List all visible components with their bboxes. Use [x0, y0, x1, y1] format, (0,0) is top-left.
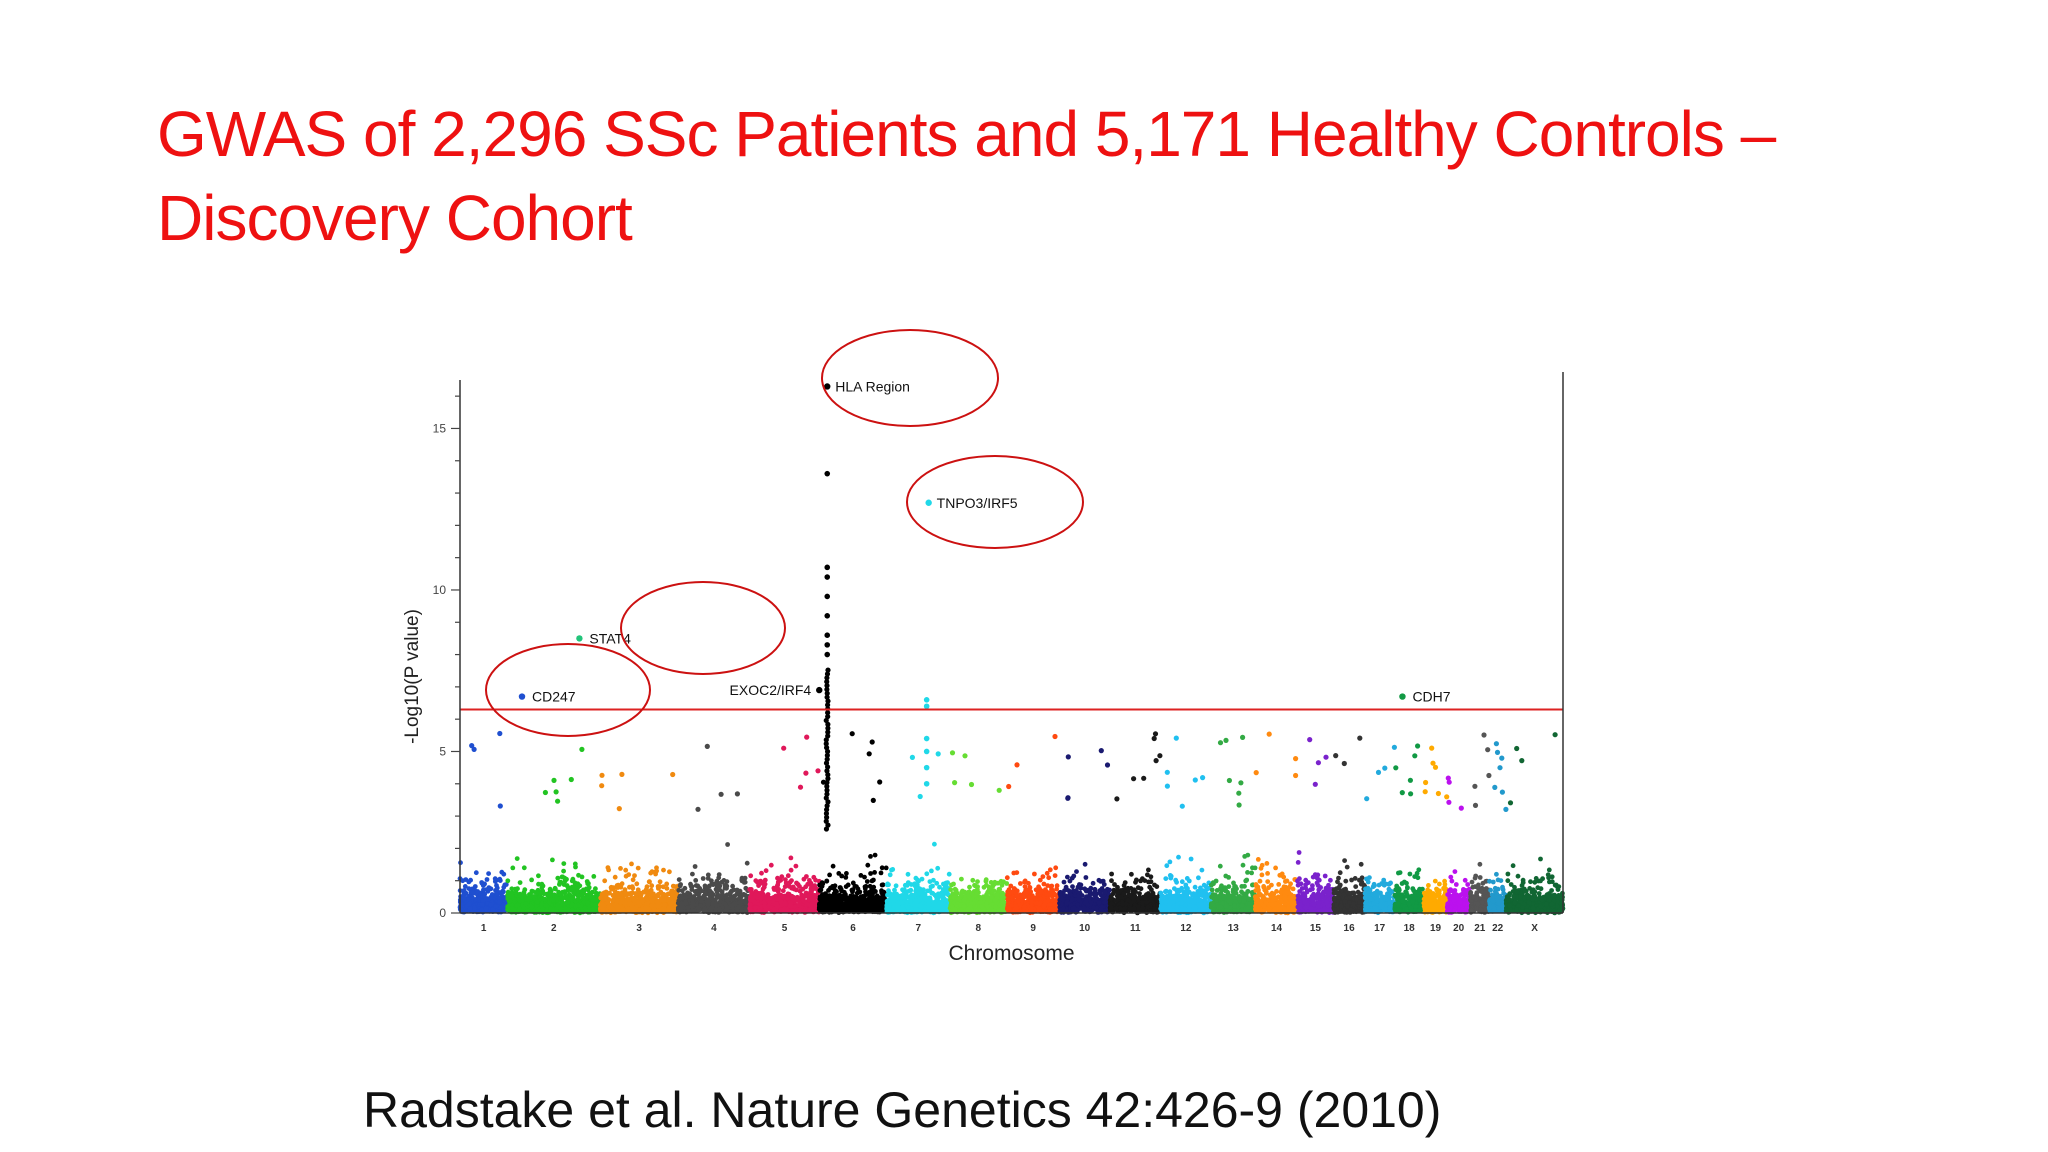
- annotation-label: EXOC2/IRF4: [730, 682, 812, 698]
- x-tick-label-chr-1: 1: [481, 923, 487, 934]
- x-tick-label-chr-21: 21: [1474, 923, 1486, 934]
- y-tick-label: 10: [433, 583, 447, 597]
- chromosome-17-points: [1362, 744, 1397, 916]
- x-tick-label-chr-3: 3: [636, 923, 642, 934]
- annotation-point: [1399, 693, 1406, 700]
- y-tick-label: 0: [439, 906, 446, 920]
- chromosome-10-points: [1057, 748, 1113, 915]
- annotation-label: TNPO3/IRF5: [937, 495, 1018, 511]
- highlight-ellipse: [821, 329, 999, 427]
- chromosome-22-points: [1486, 741, 1509, 914]
- irf5-column: [923, 697, 930, 787]
- x-axis-label: Chromosome: [948, 942, 1074, 965]
- x-tick-label-chr-6: 6: [850, 923, 856, 934]
- chromosome-5-points: [747, 734, 822, 915]
- x-tick-label-chr-14: 14: [1271, 923, 1283, 934]
- annotation-point: [824, 383, 831, 390]
- chromosome-9-points: [1004, 733, 1062, 916]
- x-tick-label-chr-12: 12: [1180, 923, 1192, 934]
- highlight-ellipse: [906, 455, 1084, 549]
- chromosome-X-points: [1503, 732, 1566, 916]
- chromosome-14-points: [1253, 731, 1300, 916]
- slide-title: GWAS of 2,296 SSc Patients and 5,171 Hea…: [157, 92, 1957, 260]
- x-tick-label-chr-8: 8: [976, 923, 982, 934]
- slide-title-line2: Discovery Cohort: [157, 182, 633, 254]
- annotations-layer: HLA Region TNPO3/IRF5 STAT4 CD247 EXOC2/IRF4…: [485, 329, 1451, 737]
- x-tick-label-chr-9: 9: [1030, 923, 1036, 934]
- annotation-exoc2-irf4: EXOC2/IRF4: [730, 682, 823, 698]
- annotation-label: STAT4: [589, 630, 631, 646]
- x-tick-label-chr-4: 4: [711, 923, 717, 934]
- x-tick-label-chr-2: 2: [551, 923, 557, 934]
- annotation-hla-region: HLA Region: [821, 329, 999, 427]
- chromosome-19-points: [1421, 745, 1450, 915]
- annotation-cdh7: CDH7: [1399, 689, 1451, 705]
- chromosome-16-points: [1331, 735, 1368, 915]
- annotation-label: CD247: [532, 689, 576, 705]
- hla-region-column: [823, 470, 831, 832]
- annotation-point: [518, 693, 526, 700]
- chromosome-13-points: [1208, 734, 1258, 915]
- chromosome-21-points: [1468, 732, 1492, 915]
- points-layer: [457, 470, 1566, 916]
- chromosome-18-points: [1392, 743, 1427, 915]
- x-tick-label-chr-17: 17: [1374, 923, 1386, 934]
- x-tick-label-chr-13: 13: [1228, 923, 1240, 934]
- x-tick-label-chr-11: 11: [1130, 923, 1141, 934]
- chromosome-6-points: [816, 731, 889, 915]
- x-tick-label-chr-18: 18: [1404, 923, 1416, 934]
- x-tick-label-chr-19: 19: [1430, 923, 1442, 934]
- chromosome-11-points: [1107, 731, 1163, 916]
- y-tick-label: 15: [433, 421, 447, 435]
- x-tick-label-chr-20: 20: [1453, 923, 1465, 934]
- y-tick-label: 5: [439, 744, 446, 758]
- annotation-tnpo3-irf5: TNPO3/IRF5: [906, 455, 1084, 549]
- annotation-point: [816, 686, 823, 694]
- x-tick-label-chr-15: 15: [1310, 923, 1322, 934]
- chromosome-8-points: [947, 750, 1010, 916]
- annotation-label: CDH7: [1412, 689, 1450, 705]
- highlight-ellipse: [620, 581, 786, 675]
- annotation-cd247: CD247: [485, 643, 651, 737]
- x-tick-label-chr-22: 22: [1492, 923, 1504, 934]
- x-tick-label-chr-10: 10: [1079, 923, 1091, 934]
- chromosome-1-points: [457, 730, 510, 915]
- chromosome-12-points: [1158, 735, 1214, 916]
- annotation-point: [925, 499, 932, 506]
- chromosome-2-points: [505, 746, 603, 916]
- y-axis-label: -Log10(P value): [402, 609, 423, 744]
- chromosome-7-points: [884, 751, 953, 916]
- x-tick-label-chr-16: 16: [1344, 923, 1356, 934]
- slide-title-line1: GWAS of 2,296 SSc Patients and 5,171 Hea…: [157, 98, 1776, 170]
- x-tick-label-chr-X: X: [1531, 923, 1538, 934]
- chromosome-15-points: [1295, 737, 1336, 915]
- annotation-point: [576, 635, 583, 642]
- chromosome-4-points: [675, 743, 753, 915]
- annotation-stat4: STAT4: [576, 581, 786, 675]
- x-tick-label-chr-5: 5: [782, 923, 788, 934]
- x-tick-label-chr-7: 7: [916, 923, 922, 934]
- citation: Radstake et al. Nature Genetics 42:426-9…: [363, 1082, 1442, 1138]
- chromosome-3-points: [598, 771, 681, 916]
- annotation-label: HLA Region: [835, 378, 910, 394]
- highlight-ellipse: [485, 643, 651, 737]
